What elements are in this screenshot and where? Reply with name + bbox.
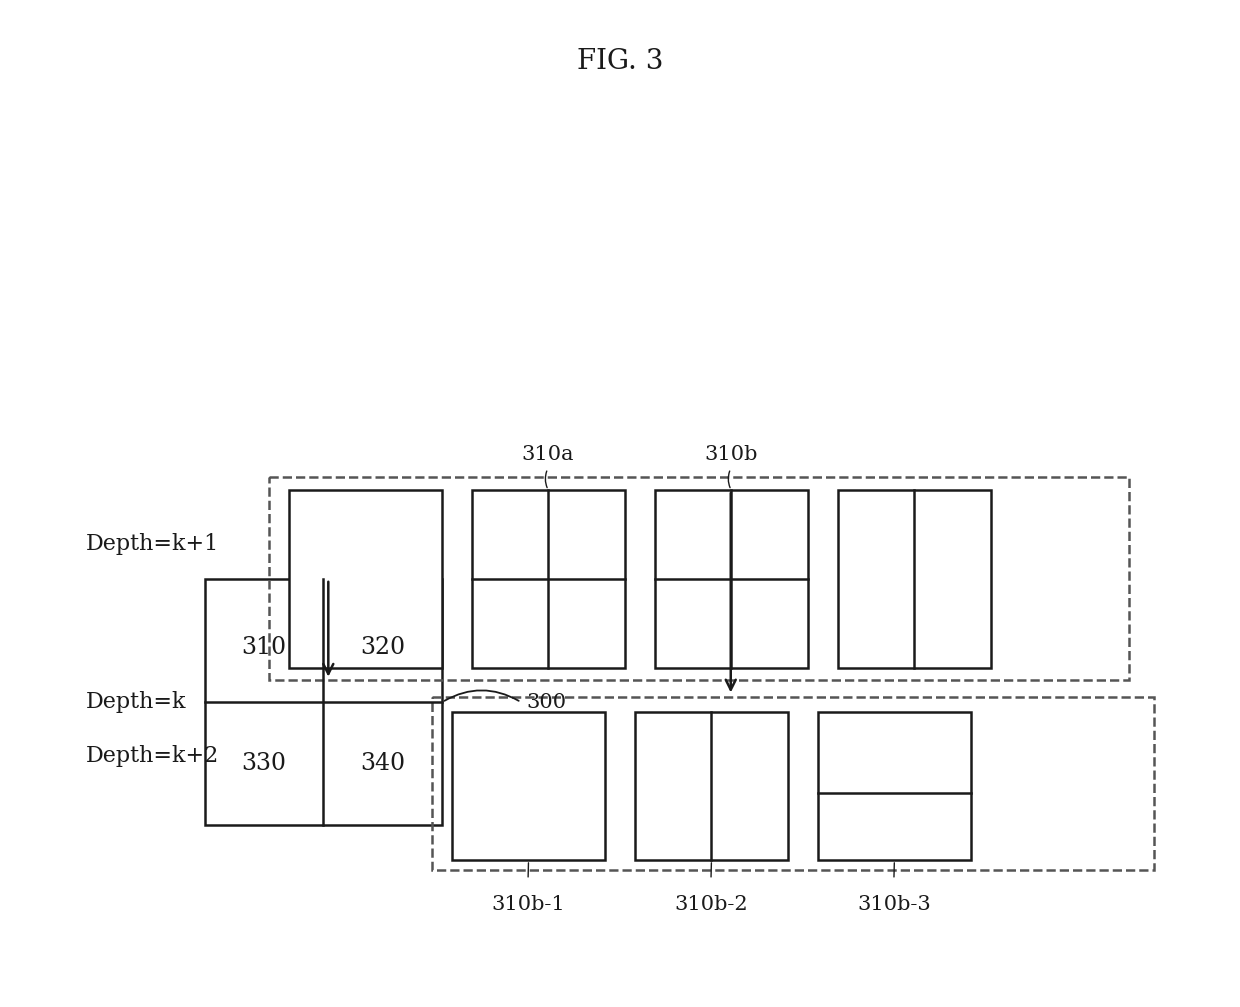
Text: 310a: 310a: [522, 444, 574, 463]
Text: Depth=k+2: Depth=k+2: [86, 745, 219, 767]
Text: 340: 340: [360, 752, 405, 775]
Text: 300: 300: [526, 693, 567, 712]
Bar: [837, 490, 991, 668]
Bar: [451, 712, 605, 860]
Bar: [432, 697, 1154, 870]
Text: 310b: 310b: [704, 444, 758, 463]
Bar: [289, 490, 441, 668]
Text: Depth=k+1: Depth=k+1: [86, 534, 219, 556]
Bar: [205, 579, 441, 826]
Text: Depth=k: Depth=k: [86, 691, 186, 713]
Bar: [471, 490, 625, 668]
Text: 310b-2: 310b-2: [675, 894, 748, 913]
Text: FIG. 3: FIG. 3: [577, 47, 663, 75]
Bar: [269, 477, 1130, 680]
Text: 330: 330: [242, 752, 286, 775]
Bar: [817, 712, 971, 860]
Text: 310b-1: 310b-1: [491, 894, 565, 913]
Text: 320: 320: [360, 636, 405, 660]
Bar: [655, 490, 808, 668]
Text: 310b-3: 310b-3: [857, 894, 931, 913]
Bar: [635, 712, 789, 860]
Text: 310: 310: [242, 636, 286, 660]
